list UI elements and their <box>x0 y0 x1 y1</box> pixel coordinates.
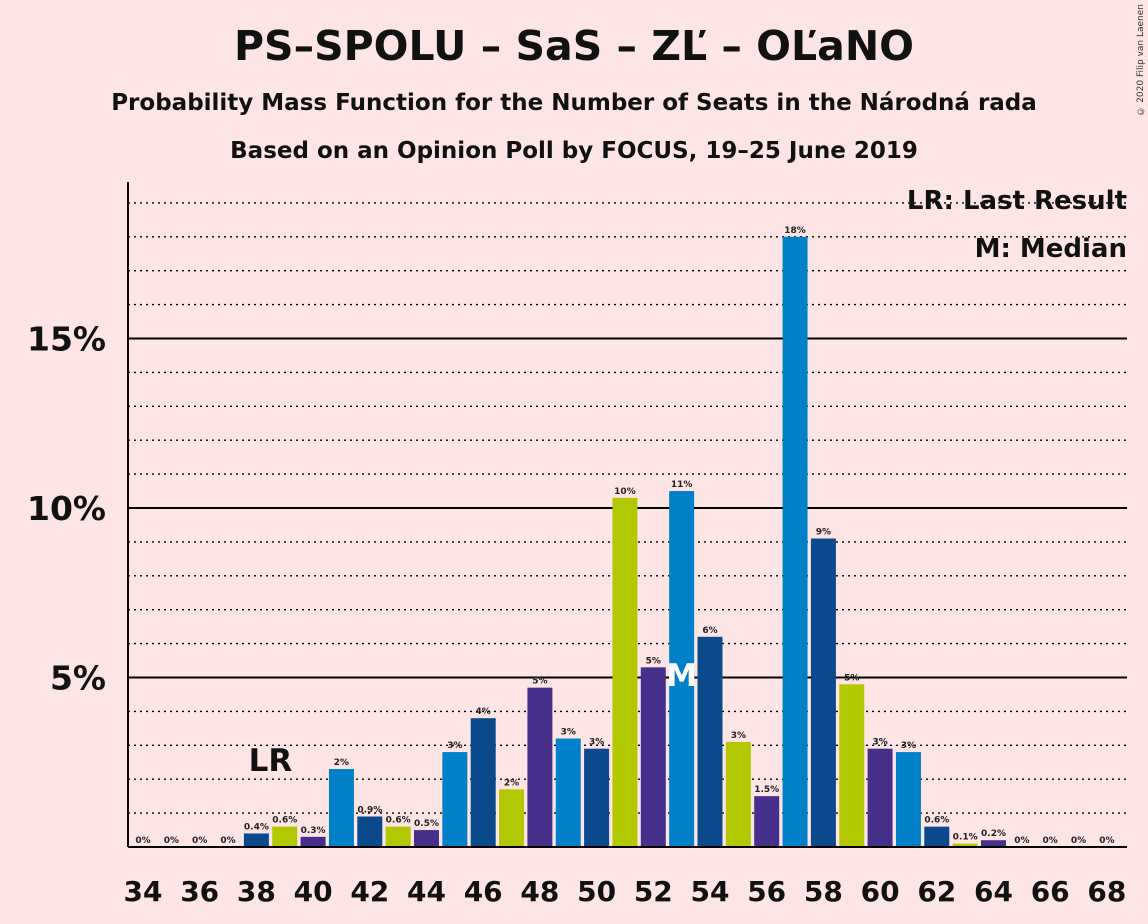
bar-seat-54 <box>697 636 723 847</box>
x-tick-label: 54 <box>691 875 730 908</box>
bar-seat-49 <box>555 738 581 847</box>
bar-seat-44 <box>414 830 439 847</box>
bar-label-seat-49: 3% <box>561 728 576 738</box>
bar-label-seat-48: 5% <box>532 677 547 687</box>
bar-label-seat-52: 5% <box>646 656 661 666</box>
bar-label-seat-64: 0.2% <box>981 829 1006 839</box>
bars-layer <box>243 236 1006 848</box>
chart-subtitle: Probability Mass Function for the Number… <box>111 90 1037 116</box>
bar-label-seat-62: 0.6% <box>924 816 949 826</box>
bar-label-seat-42: 0.9% <box>357 805 382 815</box>
bar-label-seat-56: 1.5% <box>754 785 779 795</box>
bar-seat-46 <box>470 718 496 847</box>
x-tick-label: 46 <box>464 875 503 908</box>
x-tick-label: 40 <box>294 875 333 908</box>
x-tick-label: 44 <box>407 875 446 908</box>
bar-seat-60 <box>867 748 893 847</box>
bar-label-seat-65: 0% <box>1014 836 1029 846</box>
bar-seat-42 <box>357 816 383 847</box>
x-tick-label: 36 <box>180 875 219 908</box>
x-tick-label: 68 <box>1087 875 1126 908</box>
bar-label-seat-41: 2% <box>334 758 349 768</box>
bar-label-seat-45: 3% <box>447 741 462 751</box>
bar-seat-57 <box>782 236 808 848</box>
bar-label-seat-57: 18% <box>784 226 806 236</box>
bar-seat-58 <box>810 538 836 847</box>
chart-subtitle-2: Based on an Opinion Poll by FOCUS, 19–25… <box>230 138 918 164</box>
bar-label-seat-37: 0% <box>220 836 235 846</box>
x-tick-label: 34 <box>124 875 163 908</box>
bar-seat-56 <box>754 796 780 847</box>
bar-label-seat-59: 5% <box>844 673 859 683</box>
x-tick-label: 38 <box>237 875 276 908</box>
bar-label-seat-68: 0% <box>1099 836 1114 846</box>
bar-seat-43 <box>385 826 411 847</box>
bar-seat-47 <box>499 789 525 847</box>
bar-seat-45 <box>442 752 468 847</box>
legend-median: M: Median <box>975 234 1127 264</box>
bar-label-seat-58: 9% <box>816 528 831 538</box>
y-tick-label: 5% <box>50 659 106 698</box>
bar-label-seat-40: 0.3% <box>301 826 326 836</box>
y-tick-label: 15% <box>27 320 106 359</box>
bar-seat-52 <box>640 667 666 847</box>
x-tick-label: 42 <box>350 875 389 908</box>
bar-label-seat-63: 0.1% <box>953 833 978 843</box>
bar-label-seat-61: 3% <box>901 741 916 751</box>
bar-seat-51 <box>612 497 638 847</box>
bar-label-seat-35: 0% <box>164 836 179 846</box>
bar-label-seat-53: 11% <box>671 480 693 490</box>
axes-layer: 5% 10% 15% 34 36 38 40 42 44 46 48 50 52 54 56 58 60 62 64… <box>27 182 1127 908</box>
bar-label-seat-43: 0.6% <box>386 816 411 826</box>
bar-label-seat-51: 10% <box>614 487 636 497</box>
bar-label-seat-67: 0% <box>1071 836 1086 846</box>
bar-label-seat-46: 4% <box>476 707 491 717</box>
bar-label-seat-50: 3% <box>589 738 604 748</box>
bar-label-seat-66: 0% <box>1043 836 1058 846</box>
x-tick-label: 50 <box>577 875 616 908</box>
last-result-marker: LR <box>249 743 293 779</box>
x-tick-label: 48 <box>520 875 559 908</box>
median-marker: M <box>666 658 697 694</box>
y-tick-label: 10% <box>27 489 106 528</box>
chart-title: PS–SPOLU – SaS – ZĽ – OĽaNO <box>233 22 914 70</box>
x-tick-label: 60 <box>861 875 900 908</box>
x-tick-label: 66 <box>1031 875 1070 908</box>
bar-seat-41 <box>328 769 354 847</box>
bar-label-seat-60: 3% <box>872 738 887 748</box>
bar-seat-53 <box>669 491 695 847</box>
bar-label-seat-36: 0% <box>192 836 207 846</box>
x-tick-label: 52 <box>634 875 673 908</box>
x-tick-label: 56 <box>747 875 786 908</box>
bar-label-seat-55: 3% <box>731 731 746 741</box>
bar-label-seat-47: 2% <box>504 778 519 788</box>
bar-seat-61 <box>895 752 921 847</box>
x-tick-label: 62 <box>917 875 956 908</box>
legend-last-result: LR: Last Result <box>907 186 1127 216</box>
bar-seat-55 <box>725 741 751 847</box>
bar-seat-50 <box>584 748 610 847</box>
bar-seat-40 <box>300 836 326 847</box>
bar-label-seat-44: 0.5% <box>414 819 439 829</box>
bar-seat-64 <box>981 840 1006 847</box>
bar-seat-38 <box>243 833 269 847</box>
x-tick-label: 64 <box>974 875 1013 908</box>
bar-label-seat-34: 0% <box>135 836 150 846</box>
bar-seat-62 <box>924 826 950 847</box>
bar-seat-39 <box>272 826 298 847</box>
bar-seat-59 <box>839 684 865 847</box>
x-tick-label: 58 <box>804 875 843 908</box>
bar-seat-63 <box>952 843 978 847</box>
bar-label-seat-54: 6% <box>702 626 717 636</box>
bar-labels-layer: 0% 0% 0% 0%0.4%0.6%0.3%2%0.9%0.6% 0.5%3%4%2%… <box>135 226 1114 846</box>
bar-label-seat-38: 0.4% <box>244 822 269 832</box>
bar-label-seat-39: 0.6% <box>272 816 297 826</box>
bar-seat-48 <box>527 687 553 847</box>
